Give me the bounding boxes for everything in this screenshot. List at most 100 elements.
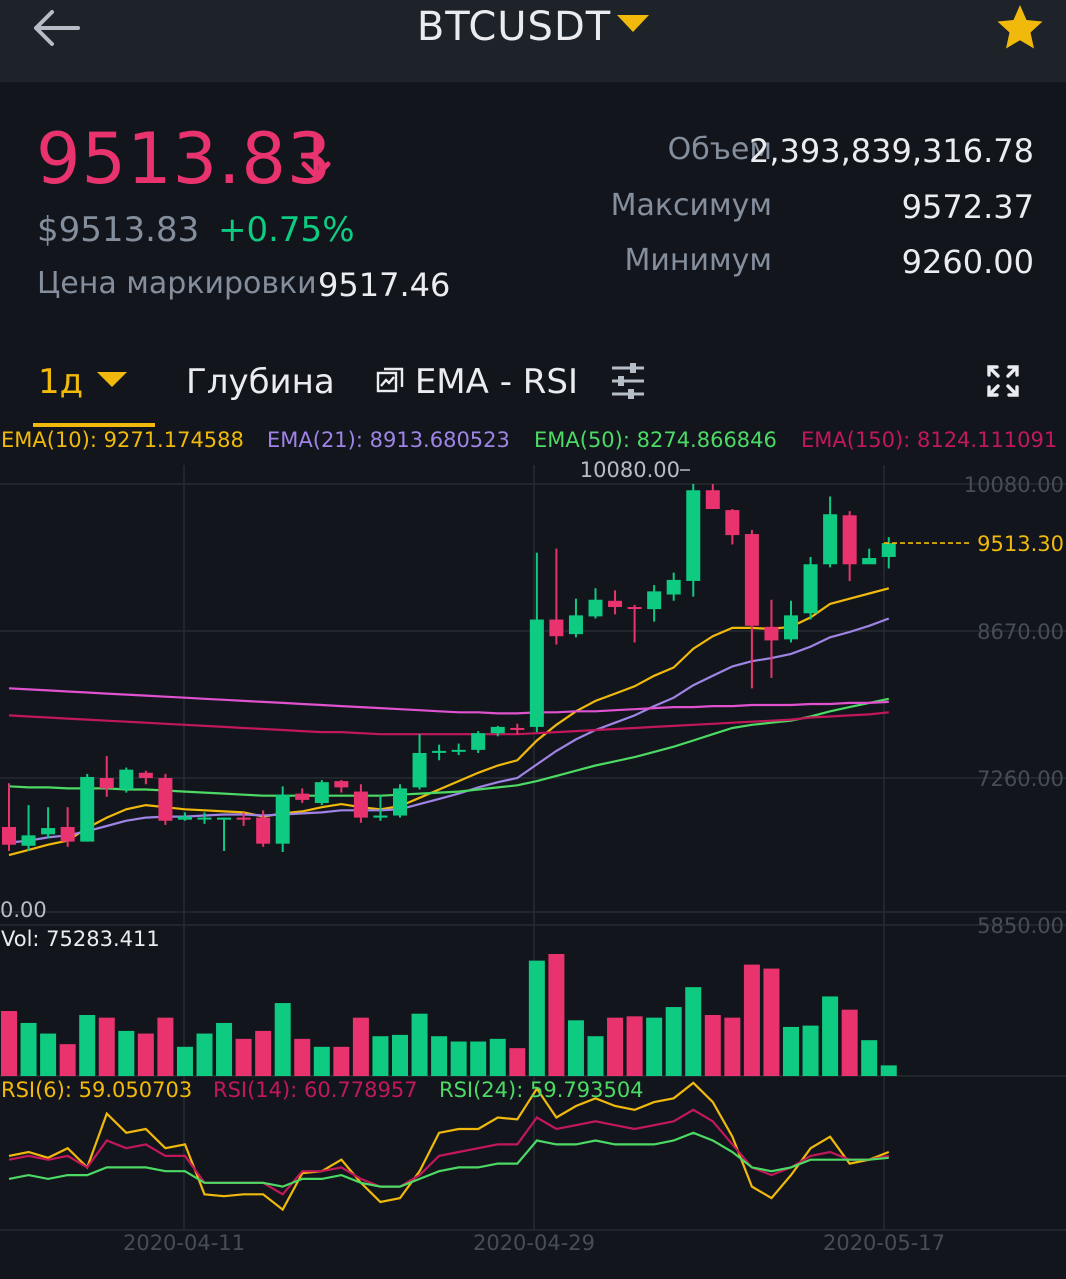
candle <box>471 731 486 753</box>
volume-bar <box>118 1030 135 1076</box>
candle-body <box>314 782 329 804</box>
ema150-legend: EMA(150): 8124.111091 <box>801 428 1058 452</box>
volume-bar <box>802 1025 819 1076</box>
candle-body <box>256 817 271 844</box>
candle-body <box>842 515 857 565</box>
candle <box>295 788 310 804</box>
candle <box>432 744 447 761</box>
candle <box>705 484 720 510</box>
candle-body <box>647 591 662 610</box>
candle <box>2 783 16 851</box>
candle <box>197 812 212 824</box>
candle-body <box>803 564 818 614</box>
candle-body <box>608 600 623 608</box>
ema21-legend: EMA(21): 8913.680523 <box>267 428 510 452</box>
candle-body <box>393 788 407 816</box>
candle <box>373 794 388 821</box>
y-tick-label: 8670.00 <box>977 620 1064 644</box>
candle <box>60 807 75 847</box>
volume-label: Объем <box>667 132 772 167</box>
candle-body <box>568 615 583 635</box>
candle <box>256 810 271 847</box>
candle-body <box>862 558 877 565</box>
candle <box>138 770 153 785</box>
arrow-down-icon <box>301 135 331 179</box>
volume-bar <box>665 1007 682 1076</box>
candle <box>686 484 701 597</box>
low-value: 9260.00 <box>901 243 1034 281</box>
chevron-down-icon <box>97 372 128 387</box>
candle <box>393 784 407 818</box>
volume-bar <box>274 1003 291 1076</box>
candle <box>490 725 505 737</box>
candle-body <box>217 817 232 820</box>
candle <box>627 604 642 643</box>
sliders-icon[interactable] <box>610 362 646 400</box>
volume-bar <box>509 1048 526 1076</box>
pair-selector[interactable]: BTCUSDT <box>0 4 1066 50</box>
volume-bar <box>294 1038 311 1076</box>
volume-bar <box>607 1017 624 1076</box>
volume-bar <box>176 1046 193 1076</box>
volume-bar <box>20 1022 37 1076</box>
volume-bar <box>411 1013 428 1076</box>
ema50-line <box>8 697 890 797</box>
volume-bar <box>1 1011 17 1076</box>
candle-body <box>784 615 798 640</box>
volume-bar <box>861 1040 878 1076</box>
candle-body <box>588 599 603 617</box>
candle <box>451 743 466 756</box>
candle <box>588 588 603 619</box>
candle <box>549 548 564 645</box>
volume-bar <box>450 1041 467 1076</box>
volume-bar <box>763 968 780 1076</box>
min-price-label: 0.00 <box>0 898 47 922</box>
pair-title: BTCUSDT <box>416 4 612 50</box>
candle-body <box>490 726 505 734</box>
candle <box>568 598 583 638</box>
ema10-legend: EMA(10): 9271.174588 <box>1 428 244 452</box>
candle <box>177 812 192 821</box>
mark-price-value: 9517.46 <box>318 266 451 304</box>
volume-bar <box>704 1015 721 1076</box>
volume-bar <box>333 1046 350 1076</box>
candle-body <box>666 579 681 595</box>
candle-body <box>471 733 486 750</box>
volume-bar <box>567 1020 584 1076</box>
tab-indicators[interactable]: EMA - RSI <box>376 362 578 402</box>
volume-legend: Vol: 75283.411 <box>1 927 160 951</box>
price-summary <box>0 82 1066 332</box>
tab-active-indicator <box>33 423 155 427</box>
max-price-label: 10080.00 <box>580 458 680 482</box>
tab-interval[interactable]: 1д <box>38 362 128 402</box>
star-icon[interactable] <box>994 2 1046 54</box>
candle-body <box>432 750 447 753</box>
arrow-left-icon[interactable] <box>28 6 84 50</box>
candle-body <box>138 772 153 778</box>
tab-depth[interactable]: Глубина <box>186 362 335 402</box>
candle-body <box>21 835 36 846</box>
volume-bar <box>431 1036 448 1076</box>
candle <box>803 556 818 620</box>
volume-bar <box>196 1033 213 1076</box>
x-tick-label: 2020-04-29 <box>473 1231 595 1255</box>
y-tick-label: 7260.00 <box>977 767 1064 791</box>
candle-body <box>529 619 544 727</box>
volume-bar <box>79 1015 96 1076</box>
volume-bar <box>313 1046 330 1076</box>
candle-body <box>99 778 114 789</box>
volume-bar <box>822 996 839 1076</box>
fullscreen-icon[interactable] <box>986 364 1020 398</box>
volume-bar <box>489 1038 506 1076</box>
volume-value: 2,393,839,316.78 <box>749 132 1034 170</box>
candle <box>510 723 525 735</box>
candle-body <box>295 793 310 800</box>
candle-body <box>451 749 466 752</box>
candle <box>334 780 349 793</box>
ema50-legend: EMA(50): 8274.866846 <box>534 428 777 452</box>
candle-body <box>236 817 251 820</box>
volume-bar <box>528 960 545 1076</box>
candle <box>608 590 623 615</box>
candle <box>862 548 877 565</box>
